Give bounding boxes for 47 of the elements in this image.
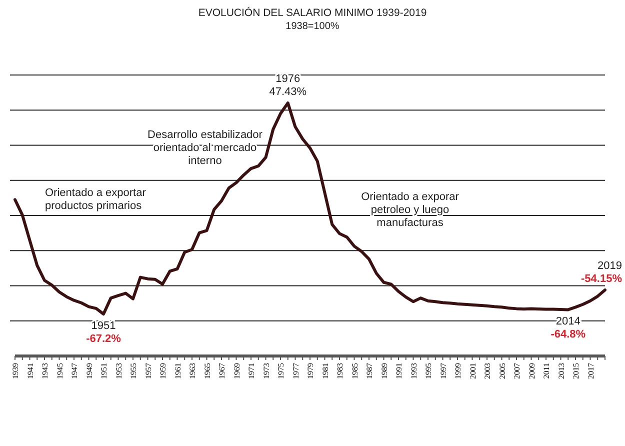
x-tick-label: 2001 — [468, 363, 478, 379]
chart-title: EVOLUCIÓN DEL SALARIO MINIMO 1939-2019 — [198, 6, 427, 19]
chart-subtitle: 1938=100% — [286, 21, 340, 32]
x-tick-label: 1957 — [144, 363, 153, 379]
x-tick-label: 1943 — [40, 363, 50, 379]
annotation: 2019 -54.15% — [581, 260, 622, 285]
x-tick-label: 1963 — [188, 363, 197, 379]
annotation: Desarrollo estabilizador orientado al mercado interno — [148, 129, 263, 167]
x-tick-label: 1947 — [70, 363, 79, 379]
x-tick-label: 1945 — [55, 363, 64, 379]
x-tick-label: 1983 — [336, 363, 344, 379]
x-tick-label: 1953 — [114, 363, 124, 379]
x-tick-label: 1973 — [262, 363, 271, 379]
x-tick-label: 1971 — [247, 363, 256, 379]
x-tick-label: 2013 — [556, 363, 566, 379]
x-tick-label: 1967 — [218, 363, 226, 379]
x-tick-label: 1999 — [454, 363, 462, 379]
x-tick-label: 1997 — [438, 363, 448, 379]
annotation: 1951 -67.2% — [86, 320, 122, 345]
x-tick-label: 1941 — [26, 363, 35, 379]
x-tick-label: 1995 — [424, 363, 433, 379]
x-tick-label: 1993 — [409, 363, 418, 379]
x-tick-label: 1939 — [11, 363, 20, 379]
x-tick-label: 1979 — [306, 363, 315, 379]
x-tick-label: 1981 — [320, 363, 330, 379]
x-tick-label: 2011 — [542, 363, 551, 379]
x-tick-label: 2005 — [498, 363, 507, 379]
x-tick-label: 1959 — [158, 363, 168, 379]
x-tick-label: 1987 — [365, 363, 374, 379]
x-tick-label: 1985 — [350, 363, 360, 379]
x-tick-label: 1969 — [232, 363, 242, 379]
x-tick-label: 2017 — [586, 363, 596, 379]
x-tick-label: 2015 — [572, 363, 580, 379]
annotation: Orientado a exportar productos primarios — [45, 187, 146, 212]
x-tick-label: 2003 — [483, 363, 492, 379]
x-tick-label: 2007 — [512, 363, 522, 379]
x-tick-label: 1949 — [84, 363, 94, 379]
x-tick-label: 1991 — [394, 363, 404, 379]
x-tick-label: 1965 — [202, 363, 212, 379]
x-tick-label: 2009 — [527, 363, 536, 379]
x-tick-label: 1955 — [129, 363, 138, 379]
x-tick-label: 1989 — [380, 363, 389, 379]
annotation: Orientado a exporar petroleo y luego manufacturas — [361, 191, 460, 229]
x-tick-label: 1975 — [276, 363, 286, 379]
x-tick-label: 1951 — [100, 363, 108, 379]
x-tick-label: 1977 — [291, 363, 300, 379]
x-tick-label: 1961 — [173, 363, 182, 379]
